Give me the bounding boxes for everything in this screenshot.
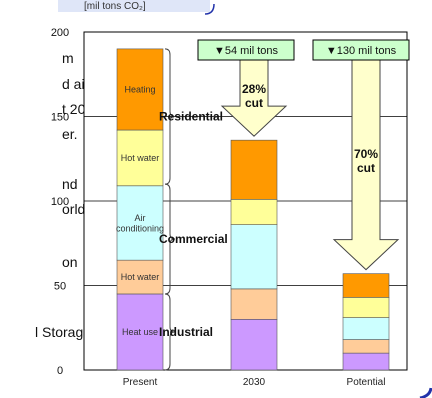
unit-label-box [58,0,210,12]
y-tick-label-100: 100 [51,196,69,208]
bg-text-7: on [62,254,78,270]
segment-label-0: Heating [124,84,155,94]
brace-0 [164,48,176,185]
bar-segment-0-4 [116,48,164,131]
reduction-box-0 [197,39,295,61]
bar-segment-1-1 [230,288,278,320]
reduction-arrow-1 [332,59,400,271]
x-tick-labels: Present 2030 Potential [123,377,386,388]
segment-labels: Heating Hot water Air conditioning Hot water… [116,84,164,337]
bar-segment-1-2 [230,224,278,290]
bar-segment-0-0 [116,293,164,371]
bg-text-8: l Storage [35,324,92,340]
bg-text-5: nd [62,176,78,192]
cut-label-0: 28% cut [242,82,266,110]
cut-label-1: 70% cut [354,147,378,175]
bg-text-1: m [62,50,74,66]
bars [116,48,390,371]
y-tick-label-50: 50 [54,281,66,293]
y-tick-label-200: 200 [51,27,69,39]
bar-segment-1-4 [230,139,278,200]
x-tick-label-1: 2030 [243,377,266,388]
bar-segment-1-0 [230,318,278,371]
bar-segment-0-1 [116,259,164,295]
group-label-1: Commercial [159,232,228,246]
brace-1 [164,183,176,295]
bg-text-3: t 20 [62,101,86,117]
group-label-0: Residential [159,110,223,124]
group-label-2: Industrial [159,325,213,339]
segment-label-3: Hot water [121,272,160,282]
y-tick-label-0: 0 [57,365,63,377]
frame-edge-bottom [419,387,432,398]
bg-text-4: er. [62,126,78,142]
segment-label-2: Air conditioning [116,213,164,233]
reduction-box-1 [312,39,410,61]
bar-segment-2-1 [342,339,390,354]
bar-segment-1-3 [230,199,278,225]
y-tick-labels: 0 50 100 150 200 [51,27,69,377]
bar-segment-0-2 [116,185,164,261]
x-tick-label-2: Potential [347,377,386,388]
y-tick-label-150: 150 [51,112,69,124]
reduction-arrow-0 [220,59,288,137]
bar-segment-2-0 [342,352,390,371]
bar-segment-2-4 [342,273,390,298]
bar-segment-2-2 [342,317,390,340]
segment-label-4: Heat use [122,327,158,337]
reduction-value-1: ▼130 mil tons [326,45,397,57]
brace-2 [164,293,176,371]
x-tick-label-0: Present [123,377,158,388]
bg-text-2: d air [62,76,90,92]
bar-segment-2-3 [342,297,390,318]
frame-edge-top [204,3,215,15]
group-braces: Residential Commercial Industrial [159,48,228,371]
reduction-value-0: ▼54 mil tons [214,45,279,57]
segment-label-1: Hot water [121,153,160,163]
reduction-arrows: ▼54 mil tons 28% cut ▼130 mil tons 70% cut [197,39,410,271]
y-axis-unit-label: [mil tons CO₂] [84,1,146,12]
bg-text-6: orld, [62,201,90,217]
